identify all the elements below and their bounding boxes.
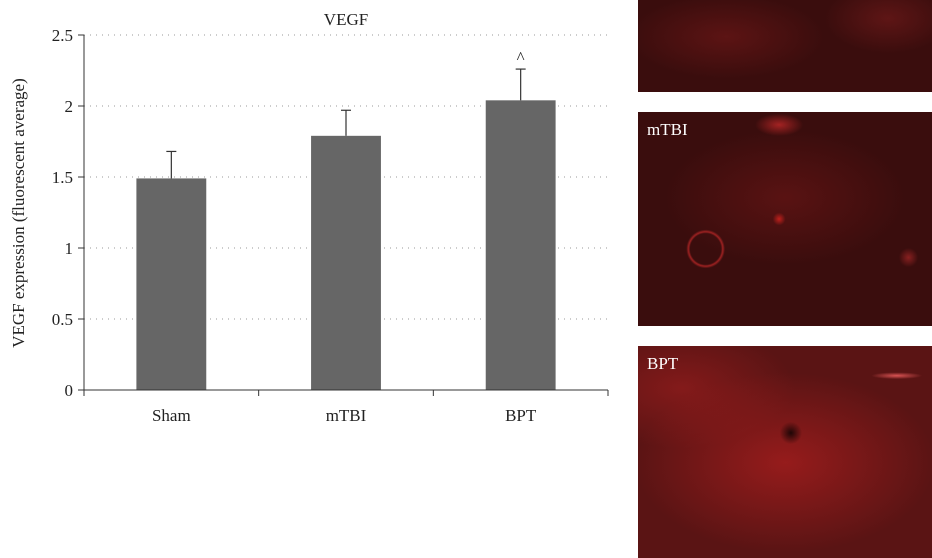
y-tick-label: 1.5: [52, 168, 73, 187]
micrograph-bpt-label: BPT: [647, 354, 679, 373]
y-tick-label: 0.5: [52, 310, 73, 329]
micrograph-mtbi-image: [638, 112, 932, 326]
bar-chart: VEGF VEGF expression (fluorescent averag…: [9, 10, 609, 425]
chart-title: VEGF: [324, 10, 368, 29]
y-tick-label: 2.5: [52, 26, 73, 45]
micrograph-bpt: BPT: [638, 346, 932, 558]
bar-bpt: [485, 100, 556, 390]
micrograph-sham-image: [638, 0, 932, 92]
bar-sham: [136, 178, 207, 390]
x-tick-label: BPT: [505, 406, 537, 425]
x-tick-label: mTBI: [326, 406, 367, 425]
y-axis-label: VEGF expression (fluorescent average): [9, 78, 28, 348]
axes: 0 0.5 1 1.5 2 2.5 Sham mTBI BPT: [52, 26, 609, 425]
significance-marker: ^: [517, 48, 525, 67]
y-tick-label: 2: [65, 97, 74, 116]
y-tick-label: 1: [65, 239, 74, 258]
micrograph-mtbi: mTBI: [638, 112, 932, 326]
micrograph-sham: [638, 0, 932, 92]
bars: ^: [136, 48, 556, 390]
x-tick-label: Sham: [152, 406, 191, 425]
y-tick-label: 0: [65, 381, 74, 400]
bar-mtbi: [311, 135, 381, 390]
micrograph-bpt-image: [638, 346, 932, 558]
micrograph-mtbi-label: mTBI: [647, 120, 688, 139]
